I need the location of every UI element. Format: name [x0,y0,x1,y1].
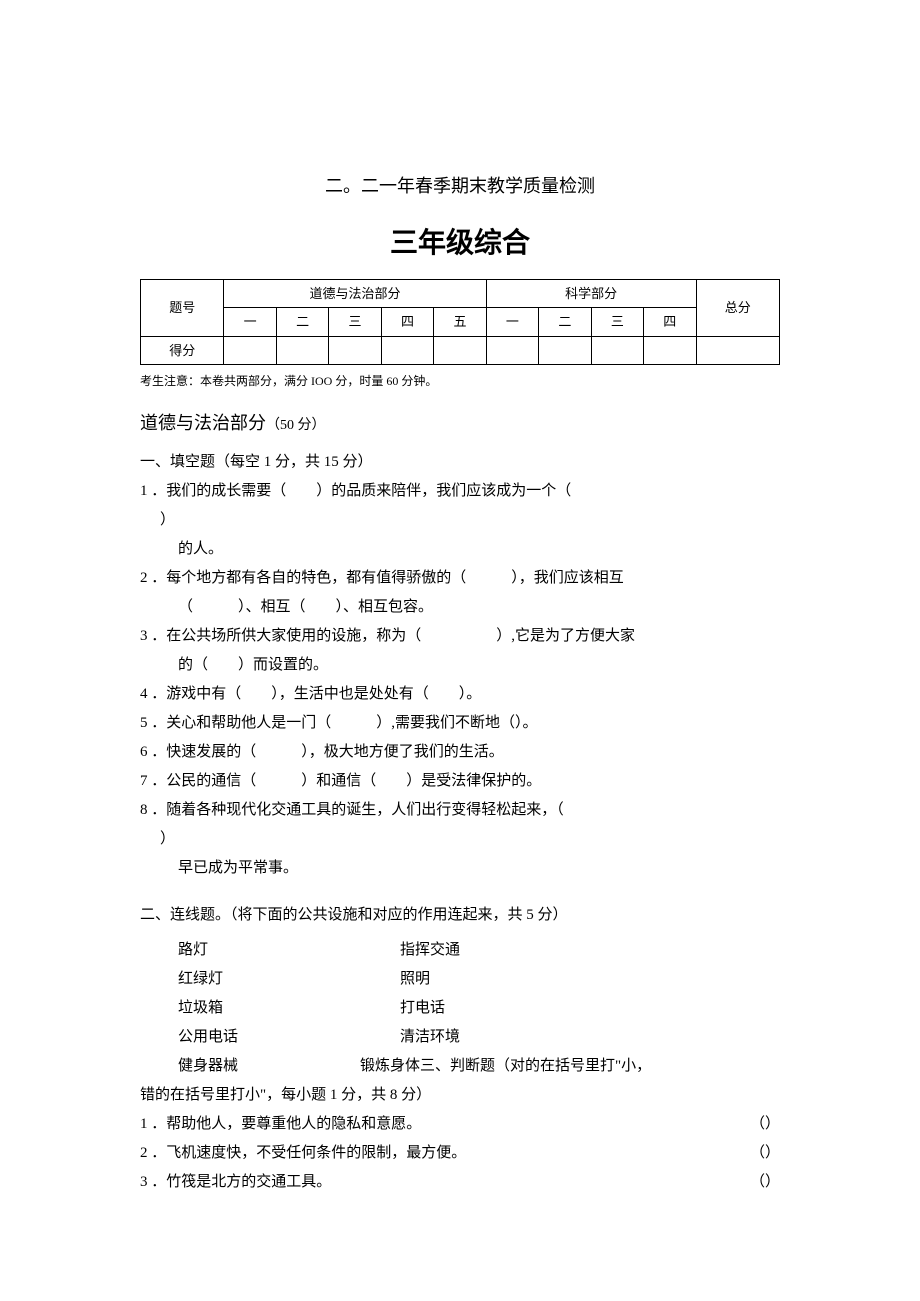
col-header-total: 总分 [696,279,780,336]
ethics-section-header: 道德与法治部分（50 分） [140,407,780,439]
row-score-label: 得分 [141,336,224,364]
ethics-section-points: （50 分） [266,418,326,433]
score-cell [224,336,276,364]
q3-line-a: 3 ．在公共场所供大家使用的设施，称为（ ）,它是为了方便大家 [140,623,780,650]
q2-line-a: 2 ．每个地方都有各自的特色，都有值得骄傲的（ ），我们应该相互 [140,565,780,592]
match-left: 红绿灯 [140,966,400,993]
part3-title-cont: 错的在括号里打小"，每小题 1 分，共 8 分） [140,1082,780,1109]
q1-line-b: ） [140,507,780,534]
q5-line: 5 ．关心和帮助他人是一门（ ）,需要我们不断地（）。 [140,710,780,737]
col-group-science: 科学部分 [486,279,696,307]
q3-line-b: 的（ ）而设置的。 [140,652,780,679]
score-cell [644,336,696,364]
match-left: 公用电话 [140,1024,400,1051]
judge-row: 1 ．帮助他人，要尊重他人的隐私和意愿。 （） [140,1111,780,1138]
col-sub: 四 [644,308,696,336]
match-left: 健身器械 [140,1053,360,1080]
judge-text: 1 ．帮助他人，要尊重他人的隐私和意愿。 [140,1111,740,1138]
score-cell [381,336,433,364]
match-right: 照明 [400,966,780,993]
q1-line-c: 的人。 [140,536,780,563]
match-left: 路灯 [140,937,400,964]
score-table: 题号 道德与法治部分 科学部分 总分 一 二 三 四 五 一 二 三 四 得分 [140,279,780,365]
match-row: 公用电话 清洁环境 [140,1024,780,1051]
score-cell [329,336,381,364]
q2-line-b: （ ）、相互（ ）、相互包容。 [140,594,780,621]
match-left: 垃圾箱 [140,995,400,1022]
score-cell [434,336,486,364]
col-header-num: 题号 [141,279,224,336]
col-sub: 四 [381,308,433,336]
col-sub: 一 [486,308,538,336]
match-row: 路灯 指挥交通 [140,937,780,964]
score-cell [486,336,538,364]
judge-row: 3 ．竹筏是北方的交通工具。 （） [140,1169,780,1196]
part2-title: 二、连线题。（将下面的公共设施和对应的作用连起来，共 5 分） [140,902,780,929]
score-cell [696,336,780,364]
col-sub: 三 [329,308,381,336]
score-cell [539,336,591,364]
exam-title: 二。二一年春季期末教学质量检测 [140,170,780,202]
q1-line-a: 1 ．我们的成长需要（ ）的品质来陪伴，我们应该成为一个（ [140,478,780,505]
judge-row: 2 ．飞机速度快，不受任何条件的限制，最方便。 （） [140,1140,780,1167]
score-cell [276,336,328,364]
score-cell [591,336,643,364]
judge-text: 2 ．飞机速度快，不受任何条件的限制，最方便。 [140,1140,740,1167]
exam-note: 考生注意：本卷共两部分，满分 IOO 分，时量 60 分钟。 [140,371,780,393]
q7-line: 7 ．公民的通信（ ）和通信（ ）是受法律保护的。 [140,768,780,795]
judge-text: 3 ．竹筏是北方的交通工具。 [140,1169,740,1196]
q6-line: 6 ．快速发展的（ ），极大地方便了我们的生活。 [140,739,780,766]
q8-line-a: 8 ．随着各种现代化交通工具的诞生，人们出行变得轻松起来，（ [140,797,780,824]
judge-paren: （） [740,1169,780,1196]
q8-line-b: ） [140,826,780,853]
judge-paren: （） [740,1111,780,1138]
match-right-and-part3: 锻炼身体三、判断题（对的在括号里打"小， [360,1053,780,1080]
q8-line-c: 早已成为平常事。 [140,855,780,882]
match-row-last: 健身器械 锻炼身体三、判断题（对的在括号里打"小， [140,1053,780,1080]
match-right: 打电话 [400,995,780,1022]
col-sub: 三 [591,308,643,336]
col-sub: 五 [434,308,486,336]
match-row: 垃圾箱 打电话 [140,995,780,1022]
match-right: 清洁环境 [400,1024,780,1051]
match-row: 红绿灯 照明 [140,966,780,993]
q4-line: 4 ．游戏中有（ ），生活中也是处处有（ ）。 [140,681,780,708]
part1-title: 一、填空题（每空 1 分，共 15 分） [140,449,780,476]
match-right: 指挥交通 [400,937,780,964]
exam-subtitle: 三年级综合 [140,218,780,268]
ethics-section-title: 道德与法治部分 [140,413,266,433]
col-sub: 二 [276,308,328,336]
col-group-ethics: 道德与法治部分 [224,279,486,307]
col-sub: 二 [539,308,591,336]
col-sub: 一 [224,308,276,336]
judge-paren: （） [740,1140,780,1167]
